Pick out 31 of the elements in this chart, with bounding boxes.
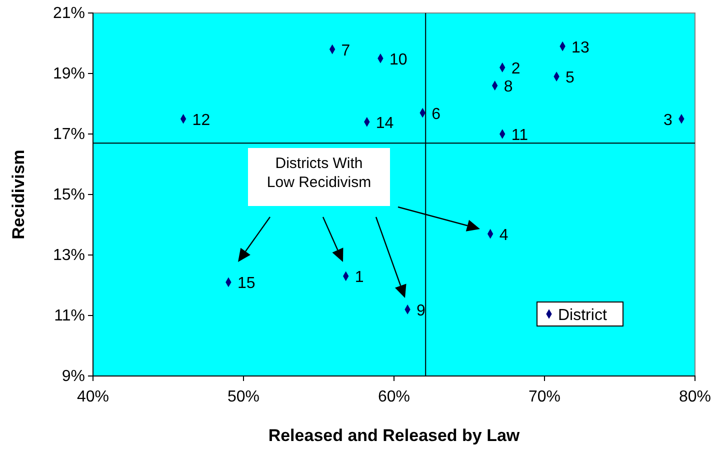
annotation: 13 [572,39,590,56]
annotation: 10 [389,51,408,68]
annotation: 3 [664,112,673,129]
x-tick-label: 60% [378,388,410,406]
y-tick-label: 19% [52,66,85,83]
y-tick-label: 9% [62,368,85,386]
x-tick-label: 70% [528,388,561,406]
x-tick-label: 40% [76,388,110,406]
annotation: 14 [376,114,394,132]
annotation: 2 [511,60,520,78]
y-tick-label: 15% [52,186,85,204]
x-tick-label: 80% [678,388,712,406]
annotation: 5 [566,70,575,87]
y-tick-label: 13% [52,247,85,264]
y-tick-label: 11% [54,308,85,325]
annotation: 1 [354,269,364,286]
annotation: 12 [192,112,210,129]
legend-label: District [558,307,608,324]
y-axis-title: Recidivism [9,150,28,240]
annotation: 9 [416,302,426,320]
y-tick-label: 21% [52,5,85,22]
annotation: 11 [511,127,528,144]
annotation: 4 [499,226,508,244]
annotation: 8 [504,78,513,96]
annotation: 15 [237,275,256,292]
annotation: 6 [432,106,441,123]
annotation: 7 [341,42,350,60]
x-axis-title: Released and Released by Law [268,426,520,445]
annotation: Districts With Low Recidivism [266,155,372,191]
y-tick-label: 17% [52,126,85,144]
x-tick-label: 50% [227,388,260,406]
